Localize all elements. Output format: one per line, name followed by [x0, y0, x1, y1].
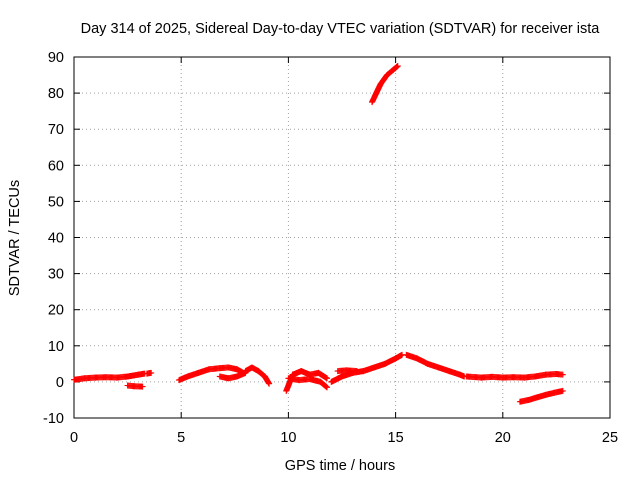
- series-arc-11: [403, 351, 468, 380]
- x-tick-label: 10: [280, 430, 296, 446]
- grid: [74, 57, 610, 418]
- series-arc-8: [285, 375, 330, 391]
- y-axis-label: SDTVAR / TECUs: [7, 180, 23, 296]
- series-arc-12: [463, 370, 566, 381]
- x-tick-label: 20: [495, 430, 511, 446]
- y-tick-label: 50: [48, 194, 64, 210]
- data-point: [148, 369, 155, 376]
- data-point: [559, 371, 566, 378]
- chart-title: Day 314 of 2025, Sidereal Day-to-day VTE…: [81, 21, 601, 37]
- y-tick-label: 0: [56, 375, 64, 391]
- y-tick-label: 80: [48, 86, 64, 102]
- x-tick-label: 5: [177, 430, 185, 446]
- axis-ticks: 0 5 10 15 20 25 -10 0 10 20 30 40 50 60 70 80 90: [43, 50, 618, 446]
- y-tick-label: 30: [48, 267, 64, 283]
- series-arc-2: [124, 382, 146, 390]
- series-arc-9: [328, 351, 406, 385]
- data-point: [266, 380, 273, 387]
- y-tick-label: 20: [48, 303, 64, 319]
- data-point: [323, 375, 330, 382]
- x-axis-label: GPS time / hours: [285, 458, 395, 474]
- data-point: [323, 384, 330, 391]
- data-point: [559, 387, 566, 394]
- series-arc-10: [334, 367, 361, 375]
- series-arc-1: [71, 370, 148, 383]
- series-arc-3: [143, 369, 155, 377]
- x-tick-label: 15: [388, 430, 404, 446]
- y-tick-label: -10: [43, 411, 64, 427]
- series-arc-14: [369, 63, 401, 106]
- y-tick-label: 60: [48, 158, 64, 174]
- x-tick-label: 0: [70, 430, 78, 446]
- data-point: [139, 383, 146, 390]
- y-tick-label: 90: [48, 50, 64, 66]
- y-tick-label: 70: [48, 122, 64, 138]
- y-tick-label: 10: [48, 339, 64, 355]
- series-arc-6: [242, 364, 273, 387]
- series-arc-5: [216, 369, 249, 382]
- data-points: [71, 63, 566, 405]
- x-tick-label: 25: [602, 430, 618, 446]
- data-point: [394, 63, 401, 70]
- data-point: [354, 368, 361, 375]
- y-tick-label: 40: [48, 231, 64, 247]
- series-arc-13: [516, 387, 566, 405]
